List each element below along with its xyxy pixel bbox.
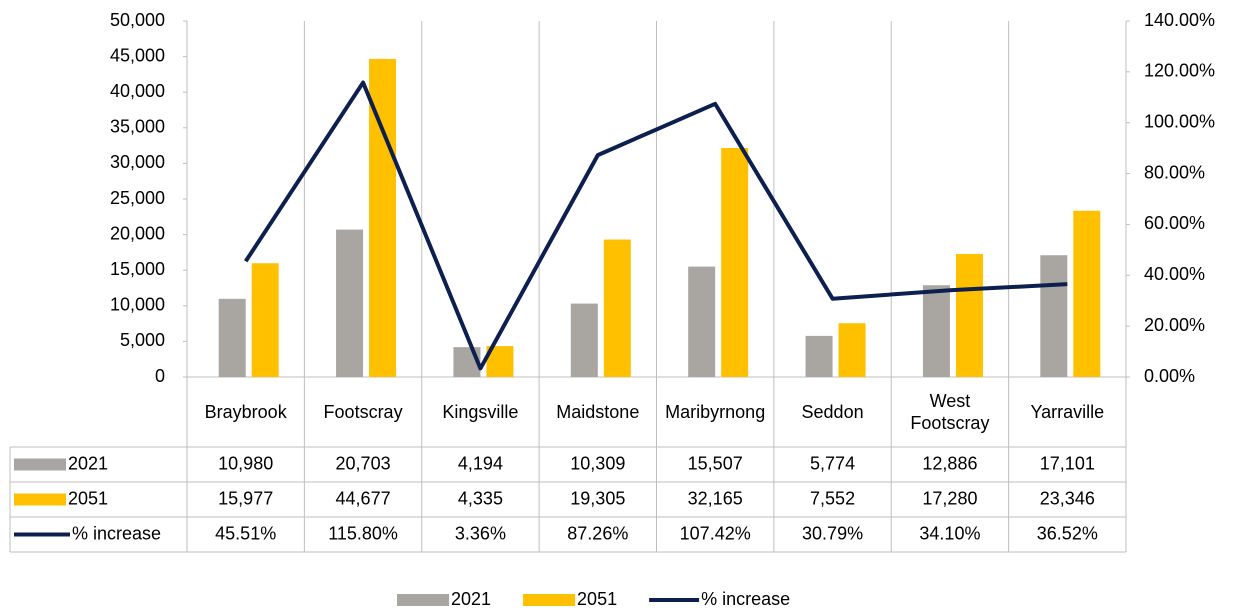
table-row-header: 2021: [68, 453, 108, 473]
bar: [1040, 255, 1068, 377]
legend-key: [523, 594, 576, 606]
x-tick-label: Yarraville: [1030, 402, 1105, 422]
table-cell: 15,977: [218, 488, 273, 508]
y2-tick-label: 40.00%: [1144, 264, 1205, 284]
table-cell: 4,194: [458, 453, 503, 473]
y-tick-label: 35,000: [110, 117, 165, 137]
y-tick-label: 30,000: [110, 152, 165, 172]
bar: [955, 253, 983, 377]
y-tick-label: 20,000: [110, 223, 165, 243]
table-cell: 19,305: [570, 488, 625, 508]
bar: [570, 303, 598, 377]
table-legend-key: [14, 493, 66, 506]
bar: [603, 239, 631, 377]
x-tick-label: Seddon: [801, 402, 864, 422]
table-legend-key: [14, 458, 66, 471]
legend-label: 2051: [577, 589, 617, 609]
x-tick-label: Footscray: [323, 402, 403, 422]
y2-tick-label: 120.00%: [1144, 61, 1215, 81]
legend-label: % increase: [701, 589, 790, 609]
table-cell: 12,886: [922, 453, 977, 473]
y-tick-label: 5,000: [120, 330, 165, 350]
x-tick-label: Maidstone: [556, 402, 640, 422]
bar: [721, 147, 749, 377]
y2-tick-label: 80.00%: [1144, 162, 1205, 182]
table-cell: 17,101: [1040, 453, 1095, 473]
bar: [218, 298, 246, 377]
y-tick-label: 40,000: [110, 81, 165, 101]
table-cell: 107.42%: [680, 523, 751, 543]
bar: [838, 323, 866, 377]
y2-tick-label: 100.00%: [1144, 111, 1215, 131]
bar: [688, 266, 716, 377]
x-tick-label: West Footscray: [910, 391, 990, 433]
legend-key: [397, 594, 449, 606]
y-tick-label: 0: [155, 366, 165, 386]
y-tick-label: 25,000: [110, 188, 165, 208]
x-tick-label: Maribyrnong: [665, 402, 766, 422]
table-cell: 36.52%: [1037, 523, 1098, 543]
x-tick-label: Kingsville: [442, 402, 519, 422]
y2-tick-label: 140.00%: [1144, 10, 1215, 30]
bar: [251, 263, 279, 377]
table-cell: 115.80%: [328, 523, 398, 543]
table-cell: 10,980: [218, 453, 273, 473]
table-cell: 5,774: [810, 453, 855, 473]
table-cell: 87.26%: [567, 523, 628, 543]
y-tick-label: 10,000: [110, 295, 165, 315]
y-tick-label: 50,000: [110, 10, 165, 30]
table-cell: 15,507: [688, 453, 743, 473]
table-cell: 17,280: [922, 488, 977, 508]
table-cell: 44,677: [336, 488, 391, 508]
table-cell: 3.36%: [455, 523, 506, 543]
table-row-header: 2051: [68, 488, 108, 508]
y-tick-label: 15,000: [110, 259, 165, 279]
table-cell: 23,346: [1040, 488, 1095, 508]
y-tick-label: 45,000: [110, 45, 165, 65]
table-cell: 32,165: [688, 488, 743, 508]
table-cell: 34.10%: [919, 523, 980, 543]
table-cell: 45.51%: [215, 523, 276, 543]
table-cell: 30.79%: [802, 523, 863, 543]
y2-tick-label: 0.00%: [1144, 366, 1195, 386]
bar: [922, 285, 950, 377]
y2-tick-label: 20.00%: [1144, 315, 1205, 335]
table-cell: 10,309: [570, 453, 625, 473]
legend-label: 2021: [451, 589, 491, 609]
table-cell: 4,335: [458, 488, 503, 508]
table-row-header: % increase: [72, 523, 161, 543]
bar: [1073, 210, 1101, 377]
bar: [336, 229, 364, 377]
bar: [805, 335, 833, 377]
x-tick-label: Braybrook: [204, 402, 287, 422]
line-series: [244, 80, 1068, 371]
table-cell: 7,552: [810, 488, 855, 508]
table-cell: 20,703: [336, 453, 391, 473]
y2-tick-label: 60.00%: [1144, 213, 1205, 233]
